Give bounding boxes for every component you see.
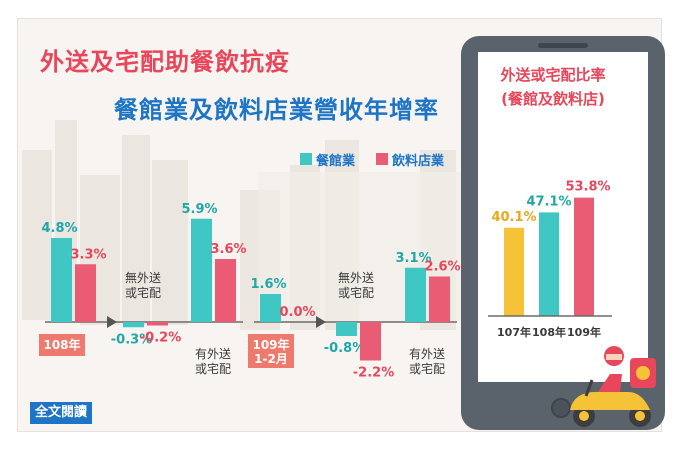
category-label-1-2: 有外送或宅配	[409, 346, 445, 376]
bar-0-1-0	[75, 264, 96, 322]
ratio-bar-0	[504, 227, 524, 316]
data-label-1-0-1: -0.8%	[324, 341, 365, 356]
legend-swatch-beverage	[376, 153, 388, 165]
bar-0-1-1	[147, 322, 168, 326]
period-label-1: 109年 1-2月	[252, 337, 289, 366]
ratio-value-0: 40.1%	[491, 210, 536, 225]
data-label-1-1-0: 0.0%	[279, 305, 315, 320]
ratio-bar-2	[574, 197, 594, 316]
data-label-0-1-0: 3.3%	[70, 247, 106, 262]
data-label-1-1-1: -2.2%	[353, 366, 394, 381]
subtitle: 餐館業及飲料店業營收年增率	[114, 96, 439, 124]
ratio-value-1: 47.1%	[526, 194, 571, 209]
delivery-scooter-icon	[570, 346, 656, 427]
bar-1-0-0	[260, 294, 281, 322]
bar-0-1-2	[215, 259, 236, 322]
bar-1-1-1	[360, 322, 381, 361]
main-title: 外送及宅配助餐飲抗疫	[40, 48, 290, 76]
category-label-1-1: 無外送或宅配	[338, 270, 374, 300]
ratio-category-2: 109年	[567, 325, 601, 339]
axis-arrow-0	[107, 316, 117, 328]
data-label-0-1-2: 3.6%	[210, 242, 246, 257]
phone-speaker	[538, 43, 588, 48]
data-label-0-1-1: -0.2%	[140, 331, 181, 346]
bar-1-0-1	[336, 322, 357, 336]
period-label-0: 108年	[43, 337, 80, 352]
bar-0-0-2	[191, 218, 212, 322]
axis-arrow-1	[316, 316, 326, 328]
ratio-value-2: 53.8%	[565, 180, 610, 195]
ratio-category-0: 107年	[497, 325, 531, 339]
bar-0-0-1	[123, 322, 144, 328]
ratio-category-1: 108年	[532, 325, 566, 339]
legend-label-beverage: 飲料店業	[392, 154, 445, 169]
category-label-0-2: 有外送或宅配	[195, 346, 231, 376]
phone-screen	[478, 52, 648, 382]
delivery-ratio-title-line2: (餐館及飲料店)	[501, 90, 605, 108]
delivery-ratio-title-line1: 外送或宅配比率	[500, 66, 606, 84]
data-label-1-0-2: 3.1%	[395, 251, 431, 266]
data-label-0-0-2: 5.9%	[181, 202, 217, 217]
bar-0-0-0	[51, 238, 72, 322]
bar-1-1-2	[429, 276, 450, 322]
legend-label-restaurant: 餐館業	[316, 154, 356, 169]
read-more-button[interactable]: 全文閱讀	[30, 402, 92, 424]
ratio-bar-1	[539, 212, 559, 316]
data-label-1-1-2: 2.6%	[424, 260, 460, 275]
data-label-1-0-0: 1.6%	[250, 277, 286, 292]
data-label-0-0-1: -0.3%	[111, 332, 152, 347]
bar-1-0-2	[405, 267, 426, 322]
period-box-0	[39, 334, 85, 356]
delivery-ratio-chart: 40.1% 107年 47.1% 108年 53.8% 109年	[488, 180, 612, 339]
data-label-0-0-0: 4.8%	[41, 221, 77, 236]
phone-home-button	[551, 398, 571, 418]
period-box-1	[248, 334, 294, 368]
legend-swatch-restaurant	[300, 153, 312, 165]
category-label-0-1: 無外送或宅配	[125, 270, 161, 300]
